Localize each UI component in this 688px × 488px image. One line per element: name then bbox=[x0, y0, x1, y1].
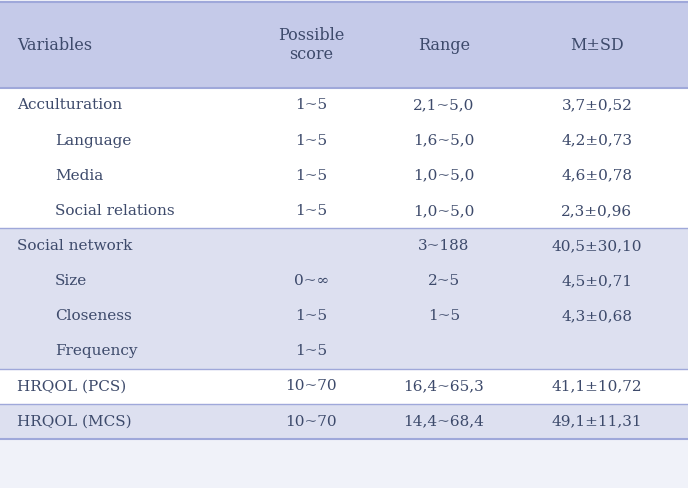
FancyBboxPatch shape bbox=[0, 123, 688, 158]
Text: 4,3±0,68: 4,3±0,68 bbox=[561, 309, 632, 323]
Text: Closeness: Closeness bbox=[55, 309, 132, 323]
FancyBboxPatch shape bbox=[0, 264, 688, 299]
Text: Social network: Social network bbox=[17, 239, 133, 253]
Text: Media: Media bbox=[55, 169, 103, 183]
Text: 1,0~5,0: 1,0~5,0 bbox=[413, 169, 475, 183]
Text: Language: Language bbox=[55, 134, 131, 147]
Text: Social relations: Social relations bbox=[55, 204, 175, 218]
Text: 1~5: 1~5 bbox=[295, 309, 327, 323]
Text: HRQOL (PCS): HRQOL (PCS) bbox=[17, 380, 127, 393]
Text: 4,2±0,73: 4,2±0,73 bbox=[561, 134, 632, 147]
Text: 1~5: 1~5 bbox=[295, 134, 327, 147]
FancyBboxPatch shape bbox=[0, 158, 688, 193]
Text: 16,4~65,3: 16,4~65,3 bbox=[403, 380, 484, 393]
FancyBboxPatch shape bbox=[0, 193, 688, 228]
FancyBboxPatch shape bbox=[0, 2, 688, 88]
Text: 40,5±30,10: 40,5±30,10 bbox=[552, 239, 642, 253]
Text: 2,3±0,96: 2,3±0,96 bbox=[561, 204, 632, 218]
FancyBboxPatch shape bbox=[0, 88, 688, 123]
Text: 10~70: 10~70 bbox=[286, 380, 337, 393]
Text: 4,6±0,78: 4,6±0,78 bbox=[561, 169, 632, 183]
Text: M±SD: M±SD bbox=[570, 37, 623, 54]
Text: 2~5: 2~5 bbox=[428, 274, 460, 288]
Text: 41,1±10,72: 41,1±10,72 bbox=[552, 380, 642, 393]
Text: 3,7±0,52: 3,7±0,52 bbox=[561, 99, 632, 112]
FancyBboxPatch shape bbox=[0, 228, 688, 264]
Text: 1~5: 1~5 bbox=[295, 204, 327, 218]
Text: Frequency: Frequency bbox=[55, 345, 138, 358]
Text: Range: Range bbox=[418, 37, 470, 54]
Text: 1~5: 1~5 bbox=[295, 345, 327, 358]
Text: 14,4~68,4: 14,4~68,4 bbox=[403, 415, 484, 428]
FancyBboxPatch shape bbox=[0, 369, 688, 404]
Text: 2,1~5,0: 2,1~5,0 bbox=[413, 99, 475, 112]
Text: Size: Size bbox=[55, 274, 87, 288]
Text: 1,0~5,0: 1,0~5,0 bbox=[413, 204, 475, 218]
Text: HRQOL (MCS): HRQOL (MCS) bbox=[17, 415, 132, 428]
Text: Acculturation: Acculturation bbox=[17, 99, 122, 112]
Text: 1~5: 1~5 bbox=[428, 309, 460, 323]
Text: 49,1±11,31: 49,1±11,31 bbox=[552, 415, 642, 428]
FancyBboxPatch shape bbox=[0, 404, 688, 439]
Text: 3~188: 3~188 bbox=[418, 239, 469, 253]
Text: Variables: Variables bbox=[17, 37, 92, 54]
Text: Possible
score: Possible score bbox=[278, 27, 345, 63]
Text: 10~70: 10~70 bbox=[286, 415, 337, 428]
Text: 1,6~5,0: 1,6~5,0 bbox=[413, 134, 475, 147]
Text: 1~5: 1~5 bbox=[295, 99, 327, 112]
Text: 1~5: 1~5 bbox=[295, 169, 327, 183]
FancyBboxPatch shape bbox=[0, 334, 688, 369]
FancyBboxPatch shape bbox=[0, 299, 688, 334]
Text: 4,5±0,71: 4,5±0,71 bbox=[561, 274, 632, 288]
Text: 0~∞: 0~∞ bbox=[294, 274, 329, 288]
